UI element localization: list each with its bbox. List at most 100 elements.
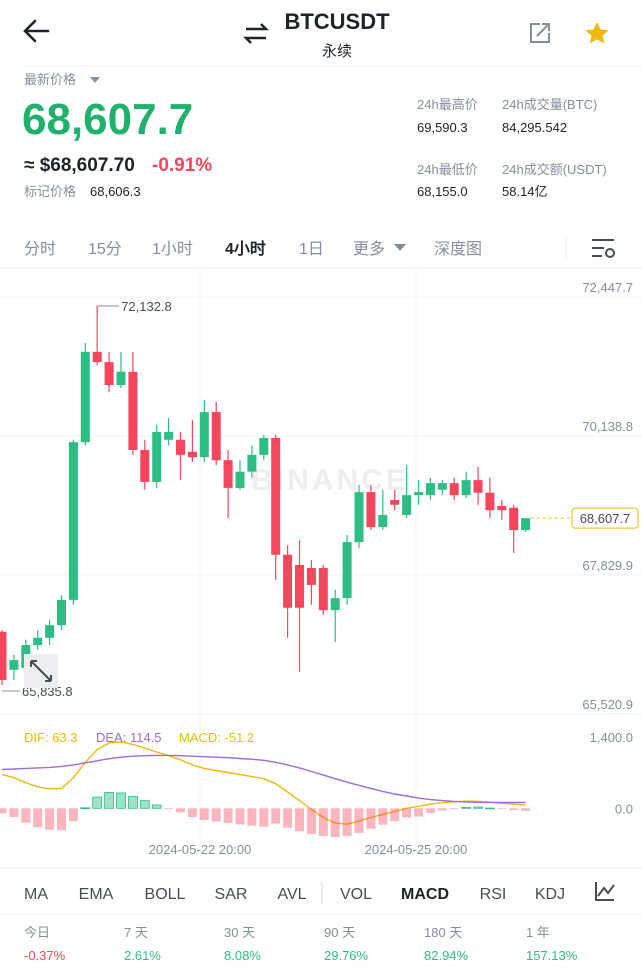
chart-settings-button[interactable]	[592, 239, 615, 258]
histogram-bar	[9, 808, 19, 817]
candle-body	[9, 660, 19, 670]
candle-body	[33, 637, 43, 646]
candlestick-chart[interactable]: 72,447.770,138.867,829.965,520.9BINANCE7…	[0, 270, 642, 860]
last-price: 68,607.7	[22, 95, 193, 144]
histogram-bar	[366, 808, 376, 829]
candle-body	[259, 437, 269, 455]
y-tick-label: 65,520.9	[582, 697, 633, 712]
tab-fade	[566, 880, 586, 906]
candle-body	[366, 492, 376, 528]
share-button[interactable]	[530, 23, 550, 43]
histogram-bar	[164, 808, 174, 810]
histogram-bar	[330, 808, 340, 837]
candle-body	[425, 483, 435, 496]
histogram-bar	[509, 808, 519, 811]
last-price-label[interactable]: 最新价格	[24, 72, 76, 87]
indicator-tab[interactable]: VOL	[340, 886, 372, 903]
stat-value: 84,295.542	[502, 120, 567, 135]
indicator-tab[interactable]: AVL	[277, 886, 306, 903]
histogram-bar	[0, 808, 7, 814]
back-button[interactable]	[23, 19, 50, 43]
interval-tab[interactable]: 分时	[24, 240, 56, 258]
period-change: 8.08%	[224, 948, 261, 963]
indicator-tab[interactable]: BOLL	[145, 886, 186, 903]
histogram-bar	[497, 808, 507, 810]
indicator-settings-button[interactable]	[595, 882, 615, 901]
indicator-line	[1, 754, 526, 804]
candle-body	[330, 598, 340, 611]
candle-body	[521, 518, 531, 531]
mark-price: 68,606.3	[90, 184, 141, 199]
candle-body	[473, 480, 483, 493]
histogram-bar	[318, 808, 328, 836]
x-tick-label: 2024-05-25 20:00	[365, 842, 468, 857]
legend-name: DEA	[96, 730, 123, 745]
legend-name: DIF	[24, 730, 45, 745]
candle-body	[497, 505, 507, 511]
candle-body	[271, 437, 281, 555]
candle-body	[390, 499, 400, 505]
macd-chart: 1,400.0 0.0 DIF: 63.3 DEA: 114.5 MACD: -51.2	[0, 730, 633, 837]
stat-value: 58.14亿	[502, 184, 548, 199]
expand-icon	[30, 660, 52, 682]
indicator-tab[interactable]: SAR	[215, 886, 248, 903]
indicator-tab[interactable]: EMA	[79, 886, 114, 903]
switch-icon[interactable]	[243, 23, 269, 44]
period-label: 90 天	[324, 925, 355, 940]
histogram-bar	[342, 808, 352, 836]
histogram-bar	[306, 808, 316, 834]
interval-tab[interactable]: 1小时	[152, 240, 193, 258]
y-tick-label: 67,829.9	[582, 558, 633, 573]
candle-body	[378, 515, 388, 528]
period-label: 180 天	[424, 925, 462, 940]
histogram-bar	[484, 807, 495, 810]
histogram-bar	[92, 796, 103, 809]
interval-tab[interactable]: 深度图	[434, 240, 482, 258]
candle-body	[485, 492, 495, 511]
indicator-tab-active[interactable]: MACD	[401, 886, 449, 903]
candle-body	[437, 483, 447, 490]
histogram-bar	[68, 808, 78, 822]
histogram-bar	[127, 796, 138, 809]
mark-price-label: 标记价格	[24, 184, 76, 199]
interval-tab[interactable]: 1日	[299, 241, 324, 258]
y-tick-label: 70,138.8	[582, 419, 633, 434]
candle-body	[116, 371, 126, 385]
candle-body	[414, 492, 423, 496]
period-change: 29.76%	[324, 948, 369, 963]
interval-tab[interactable]: 15分	[88, 240, 122, 258]
symbol-title[interactable]: BTCUSDT	[284, 9, 390, 34]
candle-body	[449, 483, 459, 496]
histogram-bar	[223, 808, 233, 824]
candle-body	[164, 431, 174, 440]
candle-body	[342, 542, 352, 599]
favorite-button[interactable]	[585, 22, 609, 44]
contract-type: 永续	[322, 43, 352, 60]
indicator-tab[interactable]: RSI	[480, 886, 507, 903]
histogram-bar	[390, 808, 400, 822]
histogram-bar	[151, 804, 162, 809]
performance-row: 今日 -0.37% 7 天 2.61% 30 天 8.08% 90 天 29.76% 180 天…	[24, 925, 578, 963]
y-tick-label: 0.0	[615, 801, 633, 816]
histogram-bar	[259, 808, 269, 827]
stat-label: 24h成交量(BTC)	[502, 97, 597, 112]
candle-body	[68, 442, 78, 600]
interval-tab-active[interactable]: 4小时	[225, 240, 266, 258]
histogram-bar	[402, 808, 412, 818]
candle-body	[235, 471, 245, 488]
candle-body	[176, 439, 185, 455]
last-price-tag-label: 68,607.7	[580, 511, 631, 526]
candle-body	[199, 412, 209, 458]
indicator-tab[interactable]: KDJ	[535, 886, 565, 903]
histogram-bar	[354, 808, 364, 833]
histogram-bar	[116, 792, 126, 809]
candle-body	[318, 568, 328, 611]
indicator-tabs: MA EMA BOLL SAR AVL VOL MACD RSI KDJ	[24, 880, 586, 906]
indicator-tab[interactable]: MA	[24, 886, 48, 903]
candle-body	[0, 631, 7, 680]
interval-tab[interactable]: 更多	[353, 240, 385, 258]
histogram-bar	[425, 808, 435, 813]
candle-body	[92, 351, 102, 363]
